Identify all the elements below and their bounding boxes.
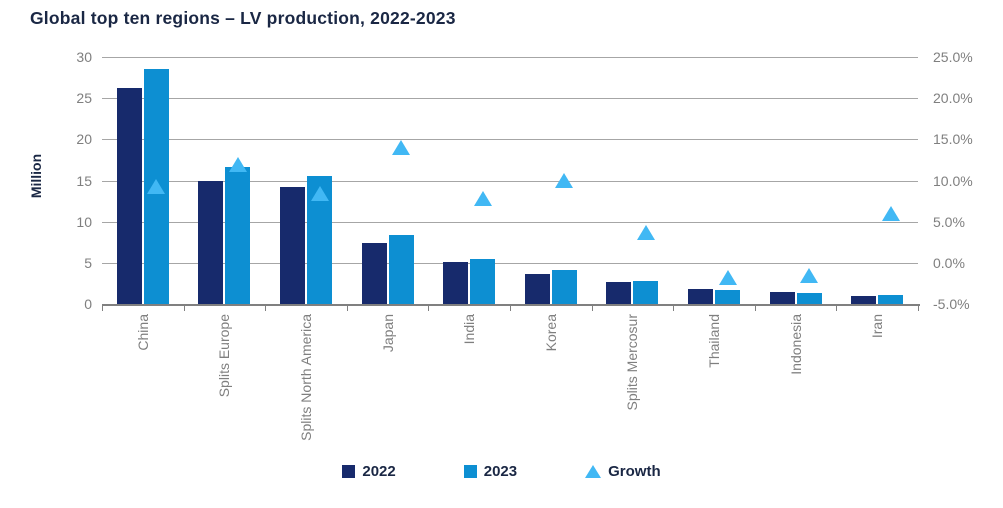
y-axis-title: Million (28, 153, 45, 199)
growth-marker-splits-europe (228, 157, 247, 173)
bar-2023-korea (551, 270, 577, 304)
x-axis-tick (102, 306, 103, 311)
gridline (102, 57, 918, 58)
x-category-label: Japan (379, 314, 396, 353)
bar-2022-splits-mercosur (606, 281, 632, 304)
legend-label-2023: 2023 (483, 462, 518, 480)
legend-swatch-2022-icon (342, 464, 356, 478)
y-right-tick: 20.0% (933, 90, 973, 107)
x-axis-tick (265, 306, 267, 311)
y-right-tick: -5.0% (933, 296, 970, 312)
bar-2023-iran (878, 295, 904, 304)
x-category-label: Korea (542, 314, 559, 352)
x-category-label: Thailand (706, 314, 722, 368)
x-axis-line (102, 304, 920, 306)
bar-2023-japan (388, 234, 414, 304)
bar-2023-splits-europe (225, 167, 251, 304)
x-axis-tick (183, 306, 185, 311)
legend-swatch-2023-icon (463, 464, 477, 478)
y-left-tick: 20 (76, 131, 92, 148)
x-category-label: Indonesia (787, 314, 804, 375)
y-left-tick: 25 (76, 90, 92, 107)
legend-item-2022: 2022 (342, 462, 396, 480)
y-right-tick: 0.0% (933, 254, 965, 271)
legend-item-growth: Growth (585, 463, 661, 480)
growth-marker-thailand (718, 270, 737, 286)
bar-2022-japan (361, 243, 387, 304)
gridline (102, 139, 918, 141)
x-category-label: Splits Europe (216, 314, 233, 398)
legend-label-growth: Growth (608, 462, 661, 480)
gridline (102, 98, 918, 100)
y-left-tick: 10 (76, 213, 92, 230)
y-left-tick: 5 (84, 254, 92, 271)
y-left-tick: 0 (84, 296, 92, 312)
bar-2022-iran (851, 295, 877, 304)
bar-2022-thailand (688, 289, 713, 304)
y-right-tick: 25.0% (933, 49, 973, 65)
bar-2023-thailand (715, 289, 740, 304)
y-right-tick: 5.0% (933, 213, 965, 230)
bar-2022-indonesia (769, 292, 795, 304)
gridline (102, 262, 918, 264)
x-axis-tick (918, 306, 919, 311)
x-category-label: China (134, 314, 151, 351)
x-axis-tick (673, 306, 675, 311)
legend-label-2022: 2022 (362, 462, 396, 480)
x-axis-tick (510, 306, 511, 311)
bar-2022-china (116, 88, 142, 304)
x-axis-tick (428, 306, 430, 311)
gridline (102, 180, 918, 182)
bar-2022-india (443, 262, 469, 304)
x-axis-tick (836, 306, 838, 311)
x-axis-tick (591, 306, 593, 311)
bar-2023-indonesia (796, 292, 822, 304)
x-category-label: India (461, 314, 478, 345)
legend-triangle-growth-icon (585, 464, 602, 478)
bar-2022-korea (524, 273, 550, 304)
growth-marker-japan (392, 140, 411, 156)
gridline (102, 221, 918, 223)
growth-marker-iran (881, 205, 900, 221)
growth-marker-india (473, 191, 492, 207)
y-left-tick: 15 (76, 172, 92, 189)
growth-marker-splits-north-america (310, 186, 329, 202)
bar-2023-india (470, 258, 496, 304)
growth-marker-indonesia (800, 267, 819, 283)
x-axis-tick (346, 306, 348, 311)
x-category-label: Splits North America (298, 314, 314, 441)
growth-marker-china (147, 178, 166, 194)
x-category-label: Iran (869, 314, 886, 339)
growth-marker-splits-mercosur (636, 224, 655, 240)
bar-2022-splits-europe (198, 181, 224, 304)
x-category-label: Splits Mercosur (624, 314, 641, 411)
x-axis-tick (754, 306, 756, 311)
growth-marker-korea (555, 173, 574, 188)
y-right-tick: 10.0% (933, 172, 973, 189)
y-left-tick: 30 (76, 49, 92, 65)
chart-title: Global top ten regions – LV production, … (30, 8, 456, 28)
legend: 2022 2023 Growth (0, 458, 1003, 484)
y-right-tick: 15.0% (933, 131, 973, 148)
bar-2022-splits-north-america (280, 187, 305, 304)
legend-item-2023: 2023 (463, 462, 518, 480)
bar-2023-splits-mercosur (633, 280, 659, 304)
